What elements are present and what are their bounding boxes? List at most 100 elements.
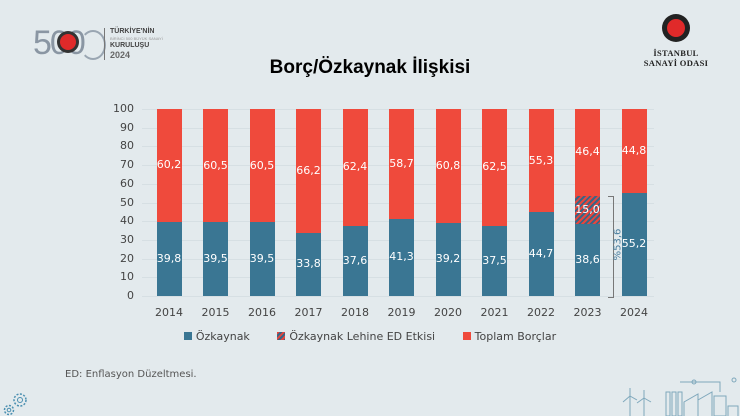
data-label: 38,6 — [575, 252, 600, 266]
x-tick-label: 2014 — [155, 306, 183, 319]
data-label: 62,4 — [342, 160, 368, 174]
iso-gear-icon — [662, 14, 690, 42]
bar-2020: 39,2 60,8 — [435, 109, 461, 296]
bar-2017: 33,8 66,2 — [296, 109, 321, 296]
data-label: 15,0 — [575, 202, 600, 216]
legend-swatch-red — [462, 332, 471, 340]
y-tick-label: 50 — [120, 195, 134, 209]
segment-ozkaynak: 37,6 — [342, 225, 368, 296]
x-tick-label: 2020 — [434, 306, 462, 319]
y-tick-label: 20 — [120, 251, 134, 265]
data-label: 44,8 — [621, 143, 647, 157]
segment-ozkaynak: 39,5 — [249, 222, 275, 296]
bar-2016: 39,5 60,5 — [249, 109, 275, 296]
segment-toplam-borclar: 60,5 — [203, 109, 228, 223]
legend-label: Özkaynak Lehine ED Etkisi — [289, 330, 436, 343]
bar-2014: 39,8 60,2 — [156, 109, 182, 296]
x-tick-label: 2015 — [201, 306, 230, 319]
legend-label: Özkaynak — [195, 330, 250, 343]
logo-right-line2: SANAYİ ODASI — [643, 58, 709, 68]
x-tick-label: 2016 — [248, 306, 276, 319]
data-label: 39,5 — [203, 252, 228, 266]
turkiye-500-logo: 500 TÜRKİYE'NİN BİRİNCİ 500 BÜYÜK SANAYİ… — [30, 22, 180, 66]
y-tick-label: 100 — [113, 102, 134, 115]
data-label: 55,3 — [528, 153, 554, 167]
data-label: 66,2 — [296, 163, 321, 177]
logo-line2: BİRİNCİ 500 BÜYÜK SANAYİ — [110, 36, 163, 41]
data-label: 60,8 — [435, 158, 461, 172]
data-label: 39,8 — [156, 251, 182, 265]
segment-toplam-borclar: 66,2 — [296, 109, 321, 233]
segment-toplam-borclar: 44,8 — [621, 109, 647, 193]
bracket-annotation — [608, 195, 614, 298]
data-label: 60,5 — [203, 158, 228, 172]
x-tick-label: 2022 — [527, 306, 555, 319]
x-tick-label: 2024 — [620, 306, 648, 319]
gears-icon — [3, 393, 27, 416]
y-tick-label: 90 — [120, 120, 134, 134]
x-tick-label: 2018 — [341, 306, 369, 319]
segment-ozkaynak: 39,2 — [435, 222, 461, 296]
bar-2019: 41,3 58,7 — [389, 109, 414, 296]
bar-2024: 55,2 44,8 — [621, 109, 647, 296]
segment-ed-etkisi: 15,0 — [575, 195, 600, 224]
segment-toplam-borclar: 55,3 — [528, 109, 554, 213]
data-label: 33,8 — [296, 257, 321, 271]
industrial-city-icon — [622, 377, 739, 416]
logo-line1: TÜRKİYE'NİN — [110, 28, 155, 35]
x-tick-label: 2023 — [573, 306, 602, 319]
segment-toplam-borclar: 62,4 — [342, 109, 368, 226]
legend-item-toplam-borclar: Toplam Borçlar — [462, 330, 557, 343]
x-tick-label: 2017 — [294, 306, 323, 319]
y-tick-label: 80 — [120, 139, 134, 153]
logo-ring-icon — [80, 30, 106, 60]
data-label: 60,5 — [249, 158, 275, 172]
chart-legend: Özkaynak Özkaynak Lehine ED Etkisi Topla… — [0, 330, 740, 343]
bar-2015: 39,5 60,5 — [203, 109, 228, 296]
y-tick-label: 70 — [120, 158, 134, 172]
legend-item-ozkaynak: Özkaynak — [183, 330, 250, 343]
legend-swatch-blue — [183, 332, 192, 340]
x-tick-label: 2019 — [387, 306, 416, 319]
segment-ozkaynak: 55,2 — [621, 192, 647, 296]
legend-item-ed-etkisi: Özkaynak Lehine ED Etkisi — [277, 330, 435, 343]
data-label: 58,7 — [389, 156, 414, 170]
bar-2021: 37,5 62,5 — [482, 109, 507, 296]
y-tick-label: 60 — [120, 176, 134, 190]
istanbul-sanayi-odasi-logo: İSTANBUL SANAYİ ODASI — [628, 14, 724, 74]
segment-ozkaynak: 38,6 — [575, 223, 600, 296]
data-label: 46,4 — [575, 145, 600, 159]
segment-toplam-borclar: 46,4 — [575, 109, 600, 196]
segment-toplam-borclar: 58,7 — [389, 109, 414, 219]
data-label: 39,5 — [249, 252, 275, 266]
segment-ozkaynak: 39,8 — [156, 221, 182, 296]
y-tick-label: 40 — [120, 214, 134, 228]
logo-line3: KURULUŞU — [110, 42, 150, 49]
gridline — [142, 296, 654, 297]
y-tick-label: 0 — [127, 289, 134, 302]
data-label: 55,2 — [621, 237, 647, 251]
logo-right-line1: İSTANBUL — [653, 48, 699, 58]
bracket-label: %53,6 — [612, 228, 624, 261]
segment-ozkaynak: 41,3 — [389, 218, 414, 296]
segment-toplam-borclar: 62,5 — [482, 109, 507, 226]
data-label: 62,5 — [482, 160, 507, 174]
segment-toplam-borclar: 60,8 — [435, 109, 461, 223]
logo-divider — [104, 28, 105, 60]
chart-title: Borç/Özkaynak İlişkisi — [269, 57, 471, 78]
y-tick-label: 30 — [120, 232, 134, 246]
x-tick-label: 2021 — [480, 306, 509, 319]
segment-ozkaynak: 33,8 — [296, 232, 321, 296]
data-label: 60,2 — [156, 158, 182, 172]
segment-toplam-borclar: 60,2 — [156, 109, 182, 222]
segment-toplam-borclar: 60,5 — [249, 109, 275, 223]
logo-year: 2024 — [110, 50, 131, 60]
segment-ozkaynak: 44,7 — [528, 212, 554, 296]
legend-swatch-hatched — [277, 332, 286, 340]
y-tick-label: 10 — [120, 270, 134, 284]
legend-label: Toplam Borçlar — [474, 330, 557, 343]
segment-ozkaynak: 37,5 — [482, 225, 507, 296]
data-label: 44,7 — [528, 247, 554, 261]
iso-badge-icon — [60, 34, 76, 50]
